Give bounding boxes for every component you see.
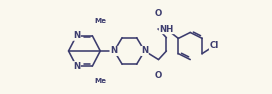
Text: Cl: Cl bbox=[209, 41, 219, 50]
Text: O: O bbox=[155, 71, 162, 80]
Text: N: N bbox=[73, 62, 80, 71]
Text: Me: Me bbox=[94, 78, 106, 84]
Text: O: O bbox=[155, 9, 162, 18]
Text: N: N bbox=[141, 46, 148, 55]
Text: NH: NH bbox=[159, 25, 174, 34]
Text: N: N bbox=[73, 31, 80, 40]
Text: Me: Me bbox=[94, 18, 106, 24]
Text: N: N bbox=[111, 46, 118, 55]
